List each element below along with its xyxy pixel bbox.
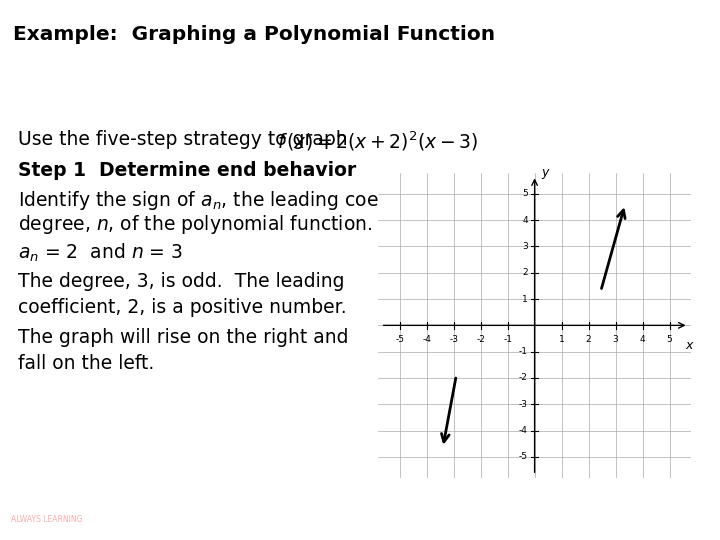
Text: ALWAYS LEARNING: ALWAYS LEARNING [11, 515, 82, 524]
Text: 5: 5 [522, 190, 528, 198]
Text: 5: 5 [667, 335, 672, 343]
Text: Step 1  Determine end behavior: Step 1 Determine end behavior [18, 160, 356, 179]
Text: $a_n$ = 2  and $n$ = 3: $a_n$ = 2 and $n$ = 3 [18, 241, 183, 264]
Text: -5: -5 [519, 453, 528, 461]
Text: $y$: $y$ [541, 167, 550, 181]
Text: Example:  Graphing a Polynomial Function: Example: Graphing a Polynomial Function [13, 25, 495, 44]
Text: -5: -5 [395, 335, 404, 343]
Text: -2: -2 [476, 335, 485, 343]
Text: PEARSON: PEARSON [544, 513, 630, 526]
Text: -1: -1 [503, 335, 512, 343]
Text: 21: 21 [678, 513, 698, 526]
Text: -4: -4 [519, 426, 528, 435]
Text: 4: 4 [522, 215, 528, 225]
Text: 1: 1 [559, 335, 564, 343]
Text: $x$: $x$ [685, 339, 695, 352]
Text: 4: 4 [640, 335, 645, 343]
Text: 3: 3 [522, 242, 528, 251]
Text: degree, $n$, of the polynomial function.: degree, $n$, of the polynomial function. [18, 213, 372, 236]
Text: -3: -3 [449, 335, 458, 343]
Text: The degree, 3, is odd.  The leading: The degree, 3, is odd. The leading [18, 272, 344, 291]
Text: 2: 2 [586, 335, 591, 343]
Text: -2: -2 [519, 374, 528, 382]
Text: Identify the sign of $a_n$, the leading coefficient, and the: Identify the sign of $a_n$, the leading … [18, 189, 528, 212]
Text: The graph will rise on the right and: The graph will rise on the right and [18, 328, 348, 347]
Text: $f\,(x) = 2(x+2)^2(x-3)$: $f\,(x) = 2(x+2)^2(x-3)$ [277, 130, 478, 153]
Text: -3: -3 [519, 400, 528, 409]
Text: -1: -1 [519, 347, 528, 356]
Text: Copyright © 2014, 2010, 2007 Pearson Education, Inc.: Copyright © 2014, 2010, 2007 Pearson Edu… [164, 515, 412, 524]
Text: 3: 3 [613, 335, 618, 343]
Text: 2: 2 [522, 268, 528, 277]
Text: Use the five-step strategy to graph: Use the five-step strategy to graph [18, 130, 359, 149]
Text: -4: -4 [422, 335, 431, 343]
Text: fall on the left.: fall on the left. [18, 354, 154, 373]
Text: coefficient, 2, is a positive number.: coefficient, 2, is a positive number. [18, 298, 346, 318]
Text: 1: 1 [522, 294, 528, 303]
